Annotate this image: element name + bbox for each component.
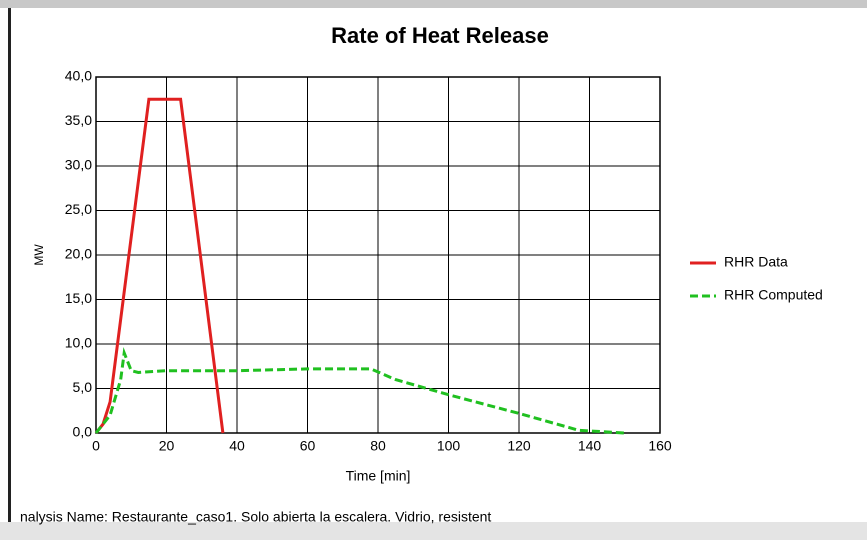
x-tick-label: 140 xyxy=(578,438,602,454)
data-line xyxy=(94,97,225,434)
x-tick-label: 160 xyxy=(648,438,672,454)
y-tick-label: 15,0 xyxy=(65,290,92,306)
left-border xyxy=(8,8,11,522)
x-tick-label: 120 xyxy=(507,438,531,454)
y-tick-label: 40,0 xyxy=(65,68,92,84)
data-line xyxy=(94,346,625,435)
x-tick-label: 80 xyxy=(370,438,386,454)
legend-label: RHR Computed xyxy=(724,287,823,303)
y-tick-label: 10,0 xyxy=(65,335,92,351)
y-tick-label: 35,0 xyxy=(65,112,92,128)
x-tick-label: 100 xyxy=(437,438,461,454)
top-strip xyxy=(0,0,867,8)
y-tick-label: 25,0 xyxy=(65,201,92,217)
x-tick-label: 20 xyxy=(159,438,175,454)
y-tick-label: 20,0 xyxy=(65,246,92,262)
x-tick-label: 0 xyxy=(92,438,100,454)
y-tick-label: 0,0 xyxy=(73,424,93,440)
x-tick-label: 60 xyxy=(300,438,316,454)
plot-frame xyxy=(95,76,661,434)
footnote: nalysis Name: Restaurante_caso1. Solo ab… xyxy=(20,509,491,525)
y-axis-label: MW xyxy=(32,244,46,266)
x-tick-label: 40 xyxy=(229,438,245,454)
y-tick-label: 5,0 xyxy=(73,379,93,395)
chart-title: Rate of Heat Release xyxy=(331,23,549,48)
y-tick-label: 30,0 xyxy=(65,157,92,173)
x-axis-label: Time [min] xyxy=(346,468,411,484)
bottom-strip xyxy=(0,522,867,540)
legend-label: RHR Data xyxy=(724,254,788,270)
